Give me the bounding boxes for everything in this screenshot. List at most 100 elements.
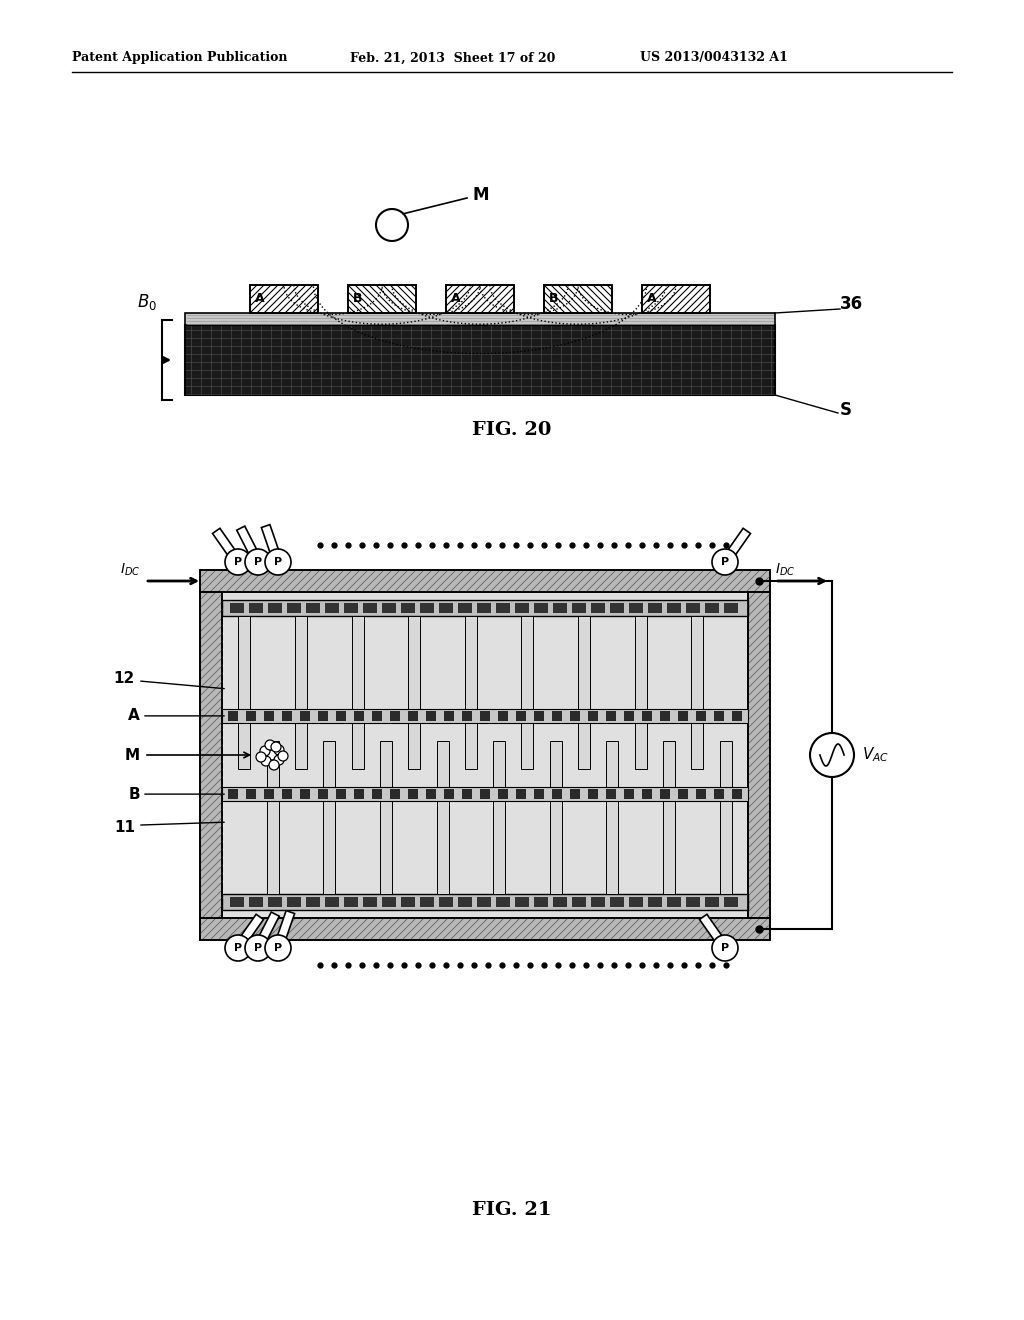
Text: $I_{DC}$: $I_{DC}$ [775, 561, 796, 578]
Bar [222, 709, 748, 723]
Bar [572, 603, 586, 612]
Bar [552, 711, 562, 721]
Circle shape [245, 549, 271, 576]
Bar [579, 616, 590, 768]
Bar [458, 603, 472, 612]
Circle shape [225, 549, 251, 576]
Bar [401, 898, 415, 907]
Bar [648, 603, 662, 612]
Bar [678, 789, 688, 799]
Bar [446, 285, 514, 313]
Polygon shape [261, 524, 283, 564]
Bar [515, 603, 529, 612]
Bar [477, 898, 490, 907]
Bar [390, 711, 400, 721]
Text: B: B [353, 293, 362, 305]
Bar [588, 711, 598, 721]
Bar [282, 789, 292, 799]
Bar [496, 603, 510, 612]
Circle shape [225, 935, 251, 961]
Polygon shape [254, 912, 280, 950]
Bar [420, 898, 434, 907]
Circle shape [261, 756, 271, 766]
Bar [222, 787, 748, 801]
Bar [306, 603, 319, 612]
Polygon shape [237, 527, 262, 564]
Bar [552, 789, 562, 799]
Text: S: S [840, 401, 852, 418]
Text: B: B [549, 293, 558, 305]
Bar [250, 285, 318, 313]
Bar [390, 789, 400, 799]
Bar [660, 711, 670, 721]
Bar [362, 603, 377, 612]
Circle shape [265, 935, 291, 961]
Bar [521, 616, 534, 768]
Bar [498, 711, 508, 721]
Text: P: P [274, 942, 282, 953]
Bar [354, 711, 364, 721]
Polygon shape [273, 911, 295, 949]
Bar [200, 570, 770, 591]
Bar [200, 917, 770, 940]
Circle shape [274, 744, 284, 755]
Polygon shape [721, 528, 751, 565]
Text: US 2013/0043132 A1: US 2013/0043132 A1 [640, 51, 787, 65]
Bar [648, 898, 662, 907]
Bar [230, 603, 244, 612]
Bar [200, 591, 222, 917]
Bar [446, 285, 514, 313]
Text: A: A [255, 293, 264, 305]
Bar [426, 711, 436, 721]
Bar [318, 711, 328, 721]
Bar [691, 616, 703, 768]
Text: P: P [274, 557, 282, 568]
Bar [667, 603, 681, 612]
Text: $V_{AC}$: $V_{AC}$ [862, 746, 889, 764]
Bar [714, 789, 724, 799]
Bar [642, 285, 710, 313]
Bar [439, 898, 453, 907]
Circle shape [274, 755, 284, 766]
Bar [667, 898, 681, 907]
Text: M: M [125, 747, 140, 763]
Bar [372, 789, 382, 799]
Bar [408, 789, 418, 799]
Bar [324, 741, 335, 894]
Bar [200, 917, 770, 940]
Bar [200, 591, 222, 917]
Bar [249, 603, 263, 612]
Bar [686, 898, 700, 907]
Text: FIG. 20: FIG. 20 [472, 421, 552, 440]
Bar [382, 898, 396, 907]
Bar [408, 711, 418, 721]
Circle shape [267, 750, 278, 760]
Bar [230, 898, 244, 907]
Bar [420, 603, 434, 612]
Bar [642, 711, 652, 721]
Bar [516, 711, 526, 721]
Bar [635, 616, 647, 768]
Bar [629, 603, 643, 612]
Bar [268, 603, 282, 612]
Text: A: A [647, 293, 656, 305]
Bar [409, 616, 420, 768]
Bar [480, 711, 490, 721]
Bar [696, 711, 706, 721]
Bar [336, 711, 346, 721]
Bar [351, 616, 364, 768]
Bar [287, 603, 301, 612]
Text: $B_0$: $B_0$ [137, 292, 157, 312]
Bar [282, 711, 292, 721]
Bar [724, 898, 738, 907]
Bar [239, 616, 250, 768]
Bar [664, 741, 675, 894]
Bar [458, 898, 472, 907]
Bar [348, 285, 416, 313]
Circle shape [265, 549, 291, 576]
Text: FIG. 21: FIG. 21 [472, 1201, 552, 1218]
Bar [436, 741, 449, 894]
Bar [724, 603, 738, 612]
Bar [660, 789, 670, 799]
Bar [465, 616, 477, 768]
